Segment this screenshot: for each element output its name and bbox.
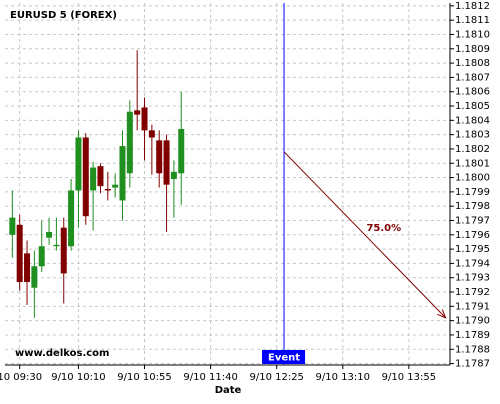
y-tick-label: 1.1809 — [455, 44, 490, 55]
candle — [68, 178, 75, 251]
x-tick-label: 9/10 11:40 — [183, 372, 237, 383]
candle — [82, 133, 89, 225]
candle — [46, 217, 53, 245]
projection-arrow — [283, 151, 446, 319]
candle — [126, 100, 133, 188]
x-axis-label: Date — [215, 385, 242, 396]
x-tick-label: 9/10 10:55 — [117, 372, 171, 383]
y-tick-label: 1.1810 — [455, 29, 490, 40]
chart-title: EURUSD 5 (FOREX) — [10, 10, 117, 21]
y-tick-label: 1.1808 — [455, 58, 490, 69]
candle — [112, 173, 119, 198]
candle — [170, 160, 177, 218]
y-tick-label: 1.1791 — [455, 301, 490, 312]
candle-body — [24, 253, 31, 283]
candle — [53, 217, 60, 251]
candle-body — [134, 110, 141, 115]
candle — [9, 190, 16, 258]
candle-body — [112, 184, 119, 188]
candle — [178, 91, 185, 205]
y-tick-label: 1.1811 — [455, 15, 490, 26]
event-label-box — [262, 350, 306, 364]
candle-body — [141, 107, 148, 131]
y-tick-label: 1.1787 — [455, 359, 490, 370]
x-tick-label: 9/10 10:10 — [51, 372, 105, 383]
y-tick-label: 1.1812 — [455, 1, 490, 12]
candle-body — [46, 231, 53, 238]
candle — [90, 161, 97, 231]
candle-body — [163, 140, 170, 185]
y-tick-label: 1.1793 — [455, 273, 490, 284]
candle — [156, 130, 163, 188]
y-tick-label: 1.1796 — [455, 230, 490, 241]
candle — [38, 220, 45, 272]
candle-body — [38, 246, 45, 267]
candle — [148, 124, 155, 175]
x-tick-label: 9/10 12:25 — [249, 372, 303, 383]
y-tick-label: 1.1803 — [455, 130, 490, 141]
y-tick-label: 1.1804 — [455, 115, 490, 126]
candle — [134, 50, 141, 131]
watermark: www.delkos.com — [15, 348, 109, 359]
candle-body — [90, 167, 97, 191]
candle — [119, 130, 126, 221]
candle-body — [9, 217, 16, 235]
candle-body — [75, 137, 82, 191]
y-tick-label: 1.1794 — [455, 258, 490, 269]
candle-body — [148, 130, 155, 138]
candle-body — [104, 189, 111, 191]
candle — [163, 134, 170, 232]
x-tick-label: 10 09:30 — [0, 372, 42, 383]
y-tick-label: 1.1798 — [455, 201, 490, 212]
y-tick-label: 1.1800 — [455, 173, 490, 184]
candle-body — [53, 244, 60, 247]
candle — [75, 130, 82, 228]
y-tick-label: 1.1807 — [455, 72, 490, 83]
y-tick-label: 1.1790 — [455, 316, 490, 327]
y-tick-label: 1.1799 — [455, 187, 490, 198]
y-tick-label: 1.1788 — [455, 344, 490, 355]
y-tick-label: 1.1789 — [455, 330, 490, 341]
x-tick-label: 9/10 13:55 — [382, 372, 436, 383]
candle-body — [16, 224, 23, 283]
candle — [97, 163, 104, 194]
y-tick-label: 1.1801 — [455, 158, 490, 169]
y-tick-label: 1.1797 — [455, 215, 490, 226]
candle — [60, 217, 67, 304]
y-tick-label: 1.1792 — [455, 287, 490, 298]
candle-body — [170, 171, 177, 179]
candle-body — [178, 128, 185, 174]
candle-body — [156, 140, 163, 174]
candle — [24, 240, 31, 305]
y-tick-label: 1.1795 — [455, 244, 490, 255]
event-label: Event — [268, 353, 300, 364]
candle-body — [68, 190, 75, 247]
candle — [16, 214, 23, 291]
y-tick-label: 1.1806 — [455, 87, 490, 98]
arrow-head — [437, 309, 447, 319]
candle-body — [119, 146, 126, 201]
x-tick-label: 9/10 13:10 — [316, 372, 370, 383]
candle — [104, 171, 111, 201]
candle-body — [82, 137, 89, 217]
candle-body — [31, 266, 38, 288]
candle-body — [97, 166, 104, 187]
y-tick-label: 1.1805 — [455, 101, 490, 112]
arrow-label: 75.0% — [366, 223, 401, 234]
candle — [31, 250, 38, 318]
candle — [141, 97, 148, 161]
candle-body — [126, 111, 133, 174]
y-tick-label: 1.1802 — [455, 144, 490, 155]
candle-body — [60, 227, 67, 274]
